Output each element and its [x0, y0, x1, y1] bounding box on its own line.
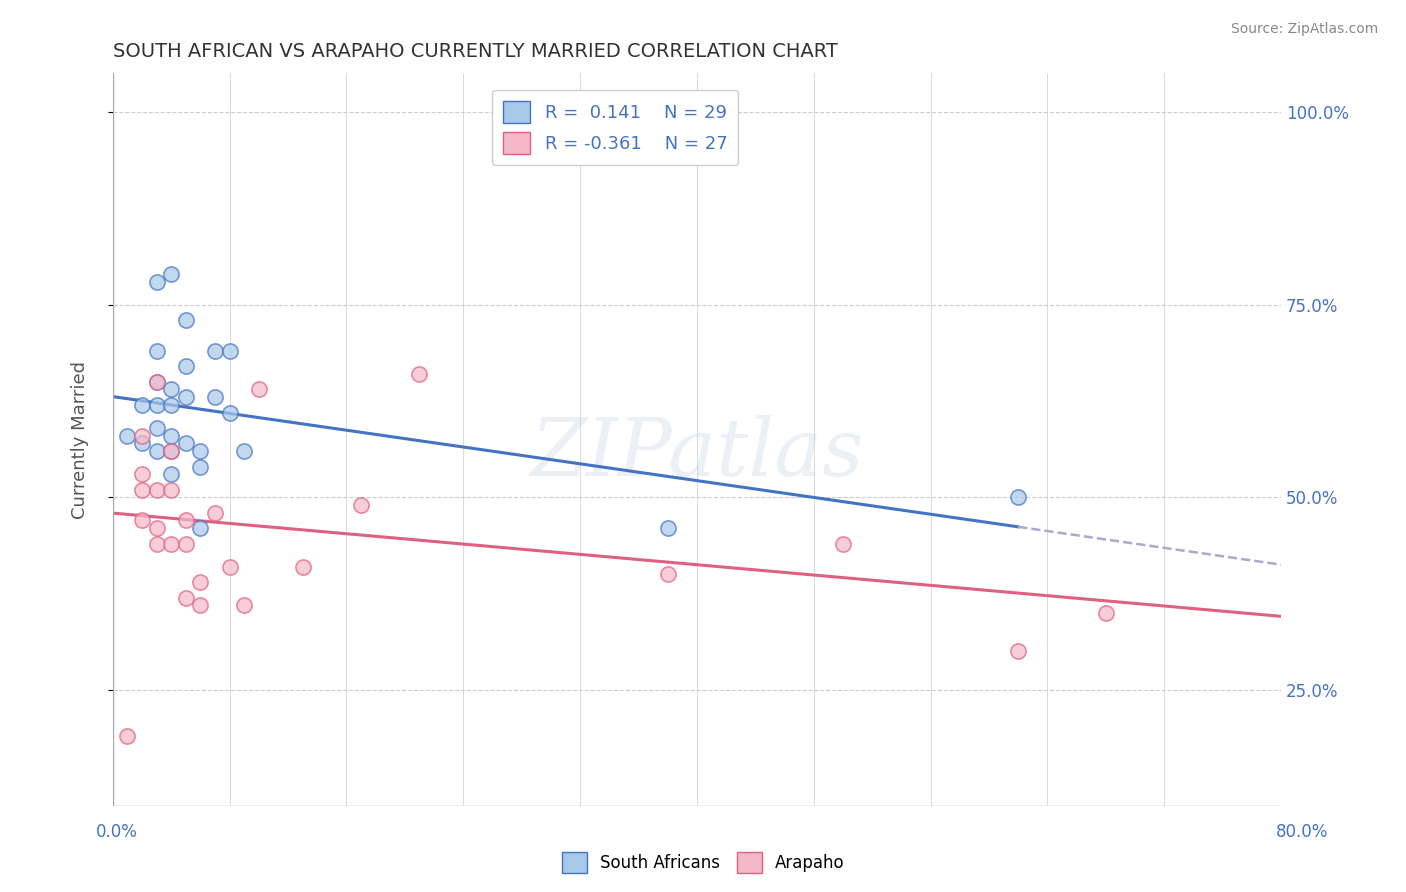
- Point: [1094, 606, 1116, 620]
- Point: [160, 398, 183, 412]
- Point: [160, 536, 183, 550]
- Point: [145, 444, 167, 458]
- Point: [145, 536, 167, 550]
- Point: [131, 436, 153, 450]
- Point: [160, 467, 183, 482]
- Point: [145, 275, 167, 289]
- Point: [291, 559, 314, 574]
- Point: [117, 729, 139, 743]
- Point: [131, 398, 153, 412]
- Point: [408, 367, 430, 381]
- Point: [160, 267, 183, 281]
- Point: [657, 567, 679, 582]
- Point: [204, 390, 226, 404]
- Point: [160, 444, 183, 458]
- Point: [190, 599, 212, 613]
- Point: [145, 398, 167, 412]
- Point: [218, 343, 240, 358]
- Text: 80.0%: 80.0%: [1277, 822, 1329, 840]
- Point: [204, 343, 226, 358]
- Point: [145, 343, 167, 358]
- Point: [145, 375, 167, 389]
- Point: [190, 521, 212, 535]
- Point: [160, 428, 183, 442]
- Point: [657, 521, 679, 535]
- Point: [190, 444, 212, 458]
- Point: [131, 483, 153, 497]
- Legend: R =  0.141    N = 29, R = -0.361    N = 27: R = 0.141 N = 29, R = -0.361 N = 27: [492, 90, 738, 164]
- Y-axis label: Currently Married: Currently Married: [72, 360, 89, 518]
- Text: Source: ZipAtlas.com: Source: ZipAtlas.com: [1230, 22, 1378, 37]
- Point: [145, 421, 167, 435]
- Point: [117, 428, 139, 442]
- Point: [190, 575, 212, 590]
- Point: [174, 591, 197, 605]
- Point: [131, 467, 153, 482]
- Point: [174, 390, 197, 404]
- Point: [131, 513, 153, 527]
- Point: [160, 383, 183, 397]
- Point: [174, 536, 197, 550]
- Point: [174, 313, 197, 327]
- Point: [832, 536, 855, 550]
- Point: [145, 375, 167, 389]
- Point: [350, 498, 373, 512]
- Point: [145, 483, 167, 497]
- Text: SOUTH AFRICAN VS ARAPAHO CURRENTLY MARRIED CORRELATION CHART: SOUTH AFRICAN VS ARAPAHO CURRENTLY MARRI…: [112, 42, 838, 61]
- Point: [233, 599, 256, 613]
- Point: [233, 444, 256, 458]
- Point: [1007, 491, 1029, 505]
- Text: ZIPatlas: ZIPatlas: [530, 416, 863, 493]
- Point: [131, 428, 153, 442]
- Point: [174, 359, 197, 374]
- Point: [160, 444, 183, 458]
- Point: [160, 483, 183, 497]
- Point: [190, 459, 212, 474]
- Point: [174, 513, 197, 527]
- Point: [247, 383, 270, 397]
- Point: [174, 436, 197, 450]
- Legend: South Africans, Arapaho: South Africans, Arapaho: [555, 846, 851, 880]
- Point: [1007, 644, 1029, 658]
- Point: [204, 506, 226, 520]
- Point: [145, 521, 167, 535]
- Text: 0.0%: 0.0%: [96, 822, 138, 840]
- Point: [218, 406, 240, 420]
- Point: [218, 559, 240, 574]
